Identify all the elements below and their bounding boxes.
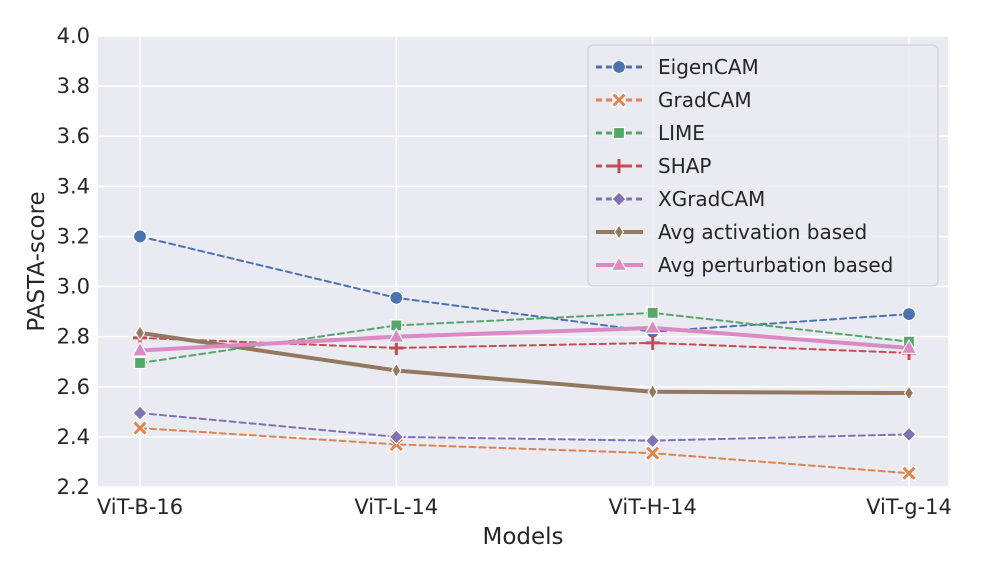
legend-marker bbox=[610, 255, 628, 272]
legend-entry: XGradCAM bbox=[596, 187, 765, 211]
data-point bbox=[901, 426, 917, 443]
data-point bbox=[134, 324, 146, 342]
legend-marker bbox=[611, 59, 627, 75]
legend-marker bbox=[611, 191, 627, 207]
x-tick-label: ViT-g-14 bbox=[866, 495, 952, 519]
series-line bbox=[138, 325, 911, 353]
y-tick-label: 2.2 bbox=[57, 475, 90, 499]
series-line bbox=[139, 336, 910, 354]
series-line bbox=[139, 412, 910, 442]
legend-marker bbox=[613, 223, 625, 241]
y-tick-label: 4.0 bbox=[57, 24, 90, 48]
y-axis-label: PASTA-score bbox=[24, 191, 50, 331]
data-point bbox=[646, 306, 659, 319]
data-point bbox=[132, 420, 148, 437]
y-tick-label: 3.0 bbox=[57, 275, 90, 299]
series-avg-activation-based bbox=[134, 324, 915, 402]
legend-entry: GradCAM bbox=[596, 88, 752, 112]
series-line bbox=[139, 235, 910, 333]
legend-label: Avg activation based bbox=[658, 220, 867, 244]
series-line bbox=[139, 427, 910, 475]
data-point bbox=[901, 307, 917, 322]
data-point bbox=[131, 341, 149, 357]
data-point bbox=[132, 405, 148, 421]
legend-entry: LIME bbox=[596, 121, 705, 145]
legend-label: SHAP bbox=[658, 154, 711, 178]
legend-box bbox=[587, 44, 939, 287]
legend-entry: SHAP bbox=[596, 154, 711, 178]
y-tick-labels: 2.2 2.4 2.6 2.8 3.0 3.2 3.4 3.6 3.8 4.0 bbox=[57, 24, 90, 499]
y-tick-label: 3.2 bbox=[57, 224, 90, 248]
legend-label: GradCAM bbox=[658, 88, 752, 112]
data-point bbox=[647, 383, 658, 400]
data-point bbox=[389, 340, 404, 355]
legend-entry: EigenCAM bbox=[596, 55, 759, 79]
series-line bbox=[138, 330, 911, 396]
x-axis-label: Models bbox=[482, 524, 563, 550]
data-point bbox=[387, 327, 405, 343]
data-point bbox=[389, 290, 404, 305]
data-point bbox=[391, 362, 402, 379]
y-tick-label: 3.6 bbox=[57, 124, 90, 148]
data-point bbox=[644, 318, 662, 334]
y-tick-label: 3.4 bbox=[57, 174, 90, 198]
legend-entry: Avg perturbation based bbox=[596, 253, 893, 277]
data-point bbox=[644, 432, 661, 449]
legend-marker bbox=[612, 126, 626, 140]
series-avg-perturbation-based bbox=[131, 318, 918, 357]
legend-entry: Avg activation based bbox=[596, 220, 867, 244]
x-tick-label: ViT-H-14 bbox=[609, 495, 697, 519]
x-tick-label: ViT-B-16 bbox=[97, 495, 183, 519]
legend-marker bbox=[611, 92, 627, 108]
legend-label: XGradCAM bbox=[658, 187, 765, 211]
legend: EigenCAM GradCAM LIME SHAP XGradCAM Avg activ… bbox=[587, 44, 939, 287]
data-point bbox=[903, 384, 915, 402]
y-tick-label: 2.4 bbox=[57, 425, 90, 449]
series-xgradcam bbox=[132, 405, 917, 449]
data-point bbox=[644, 445, 661, 462]
legend-label: LIME bbox=[658, 121, 705, 145]
x-tick-labels: ViT-B-16 ViT-L-14 ViT-H-14 ViT-g-14 bbox=[97, 495, 952, 519]
legend-marker bbox=[612, 159, 626, 173]
y-tick-label: 2.8 bbox=[57, 325, 90, 349]
series-layer bbox=[131, 229, 918, 482]
legend-label: Avg perturbation based bbox=[658, 253, 893, 277]
data-point bbox=[901, 465, 917, 482]
data-point bbox=[645, 335, 660, 350]
x-tick-label: ViT-L-14 bbox=[354, 495, 438, 519]
y-tick-label: 3.8 bbox=[57, 74, 90, 98]
data-point bbox=[133, 356, 147, 370]
data-point bbox=[132, 229, 148, 244]
data-point bbox=[900, 338, 918, 355]
legend-label: EigenCAM bbox=[658, 55, 759, 79]
y-tick-label: 2.6 bbox=[57, 375, 90, 399]
data-point bbox=[388, 429, 405, 445]
